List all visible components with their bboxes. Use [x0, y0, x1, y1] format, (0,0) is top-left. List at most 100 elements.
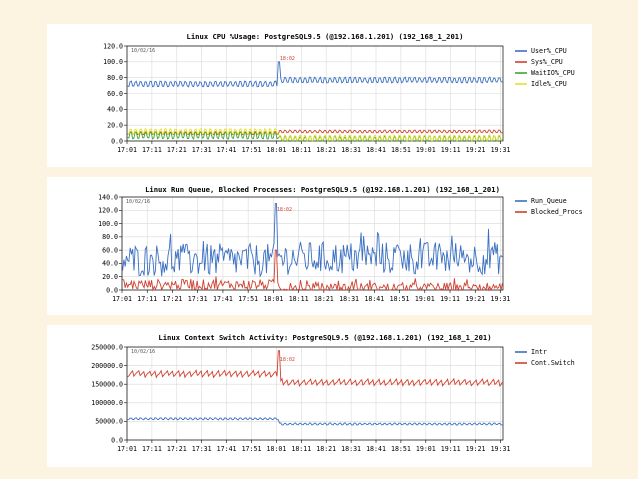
x-tick-label: 17:01	[117, 146, 137, 154]
y-tick-label: 60.0	[107, 90, 123, 98]
y-tick-label: 0.0	[111, 436, 123, 444]
x-tick-label: 19:31	[491, 146, 511, 154]
x-tick-label: 19:11	[441, 445, 461, 453]
cpu-usage-chart-panel: Linux CPU %Usage: PostgreSQL9.5 (@192.16…	[47, 24, 592, 167]
x-tick-label: 18:31	[341, 146, 361, 154]
x-tick-label: 17:51	[242, 146, 262, 154]
y-tick-label: 100000.0	[91, 399, 123, 407]
x-tick-label: 17:41	[213, 295, 233, 303]
plot-frame	[126, 45, 504, 142]
y-tick-label: 80.0	[102, 233, 118, 241]
x-tick-label: 18:01	[263, 295, 283, 303]
y-tick-label: 60.0	[102, 246, 118, 254]
x-tick-label: 17:31	[188, 295, 208, 303]
x-tick-label: 18:31	[341, 445, 361, 453]
marker-label: 18:02	[280, 357, 295, 363]
x-tick-label: 18:41	[364, 295, 384, 303]
y-tick-label: 40.0	[107, 106, 123, 114]
context-switch-chart: Linux Context Switch Activity: PostgreSQ…	[91, 333, 575, 453]
x-tick-label: 18:51	[391, 146, 411, 154]
x-tick-label: 18:21	[314, 295, 334, 303]
series-line-intr	[127, 417, 503, 426]
y-tick-label: 50000.0	[95, 418, 123, 426]
x-tick-label: 17:01	[117, 445, 137, 453]
legend-label: User%_CPU	[531, 47, 567, 55]
series-line-run-queue	[122, 203, 503, 278]
marker-label: 18:02	[280, 56, 295, 62]
x-tick-label: 18:11	[291, 445, 311, 453]
y-tick-label: 150000.0	[91, 381, 123, 389]
x-tick-label: 18:21	[316, 445, 336, 453]
series-line-idle-cpu	[127, 127, 503, 142]
x-tick-label: 19:21	[465, 295, 485, 303]
x-tick-label: 17:11	[142, 445, 162, 453]
x-tick-label: 17:01	[112, 295, 132, 303]
plot-frame	[126, 346, 504, 441]
legend-label: Cont.Switch	[531, 359, 575, 367]
x-tick-label: 17:21	[167, 445, 187, 453]
date-label: 10/02/16	[126, 199, 150, 205]
x-tick-label: 19:11	[441, 146, 461, 154]
legend-label: Idle%_CPU	[531, 80, 567, 88]
x-tick-label: 17:21	[163, 295, 183, 303]
x-tick-label: 19:01	[416, 445, 436, 453]
y-tick-label: 40.0	[102, 260, 118, 268]
x-tick-label: 17:51	[238, 295, 258, 303]
x-tick-label: 18:11	[289, 295, 309, 303]
series-line-sys-cpu	[127, 129, 503, 136]
x-tick-label: 19:11	[440, 295, 460, 303]
legend-label: Blocked_Procs	[531, 208, 583, 216]
x-tick-label: 19:01	[415, 295, 435, 303]
series-line-blocked-procs	[122, 249, 503, 292]
y-tick-label: 0.0	[111, 137, 123, 145]
x-tick-label: 17:21	[167, 146, 187, 154]
x-tick-label: 18:51	[391, 445, 411, 453]
y-tick-label: 200000.0	[91, 362, 123, 370]
x-tick-label: 19:01	[416, 146, 436, 154]
x-tick-label: 19:31	[491, 445, 511, 453]
legend-label: Intr	[531, 348, 547, 356]
plot-frame	[121, 196, 504, 291]
legend-label: Sys%_CPU	[531, 58, 563, 66]
y-tick-label: 120.0	[103, 42, 123, 50]
x-tick-label: 19:21	[466, 445, 486, 453]
y-tick-label: 140.0	[98, 193, 118, 201]
y-tick-label: 20.0	[107, 121, 123, 129]
y-tick-label: 0.0	[106, 286, 118, 294]
date-label: 10/02/16	[131, 349, 155, 355]
grid	[124, 346, 503, 443]
series-line-waitio-cpu	[127, 131, 503, 142]
y-tick-label: 20.0	[102, 273, 118, 281]
x-tick-label: 18:11	[291, 146, 311, 154]
context-switch-chart-panel: Linux Context Switch Activity: PostgreSQ…	[47, 325, 592, 467]
x-tick-label: 17:11	[137, 295, 157, 303]
y-tick-label: 100.0	[103, 58, 123, 66]
x-tick-label: 17:31	[192, 146, 212, 154]
x-tick-label: 19:31	[491, 295, 511, 303]
chart-title: Linux Context Switch Activity: PostgreSQ…	[158, 333, 491, 342]
series-line-cont-switch	[127, 350, 503, 388]
x-tick-label: 18:31	[339, 295, 359, 303]
run-queue-chart: Linux Run Queue, Blocked Processes: Post…	[98, 185, 583, 303]
chart-title: Linux CPU %Usage: PostgreSQL9.5 (@192.16…	[187, 32, 464, 41]
run-queue-chart-panel: Linux Run Queue, Blocked Processes: Post…	[47, 177, 592, 315]
y-tick-label: 120.0	[98, 207, 118, 215]
x-tick-label: 18:51	[390, 295, 410, 303]
x-tick-label: 17:31	[192, 445, 212, 453]
x-tick-label: 19:21	[466, 146, 486, 154]
chart-title: Linux Run Queue, Blocked Processes: Post…	[145, 185, 500, 194]
marker-label: 18:02	[277, 207, 292, 213]
legend-label: WaitIO%_CPU	[531, 69, 575, 77]
x-tick-label: 18:41	[366, 146, 386, 154]
legend-label: Run_Queue	[531, 197, 567, 205]
x-tick-label: 17:11	[142, 146, 162, 154]
grid	[124, 45, 503, 144]
x-tick-label: 18:01	[266, 445, 286, 453]
cpu-usage-chart: Linux CPU %Usage: PostgreSQL9.5 (@192.16…	[103, 32, 575, 154]
x-tick-label: 18:21	[316, 146, 336, 154]
date-label: 10/02/16	[131, 48, 155, 54]
x-tick-label: 17:51	[242, 445, 262, 453]
y-tick-label: 100.0	[98, 220, 118, 228]
x-tick-label: 17:41	[217, 146, 237, 154]
x-tick-label: 18:01	[266, 146, 286, 154]
